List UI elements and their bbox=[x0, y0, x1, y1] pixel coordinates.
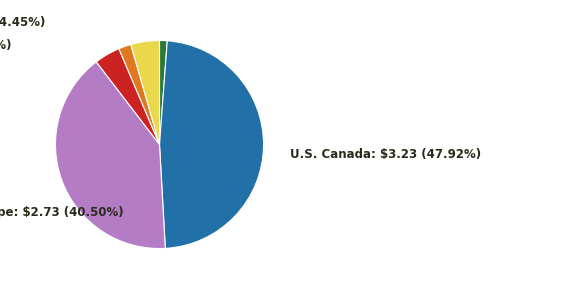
Text: Europe: $2.73 (40.50%): Europe: $2.73 (40.50%) bbox=[0, 206, 124, 218]
Wedge shape bbox=[130, 40, 160, 144]
Wedge shape bbox=[119, 45, 160, 144]
Wedge shape bbox=[160, 40, 167, 144]
Text: Australia/New Zealand: $.30 (4.45%): Australia/New Zealand: $.30 (4.45%) bbox=[0, 15, 45, 28]
Text: Latin America: $.13 (1.93%): Latin America: $.13 (1.93%) bbox=[0, 39, 12, 52]
Wedge shape bbox=[96, 49, 160, 144]
Wedge shape bbox=[56, 62, 165, 249]
Text: U.S. Canada: $3.23 (47.92%): U.S. Canada: $3.23 (47.92%) bbox=[289, 149, 481, 161]
Wedge shape bbox=[160, 41, 263, 248]
